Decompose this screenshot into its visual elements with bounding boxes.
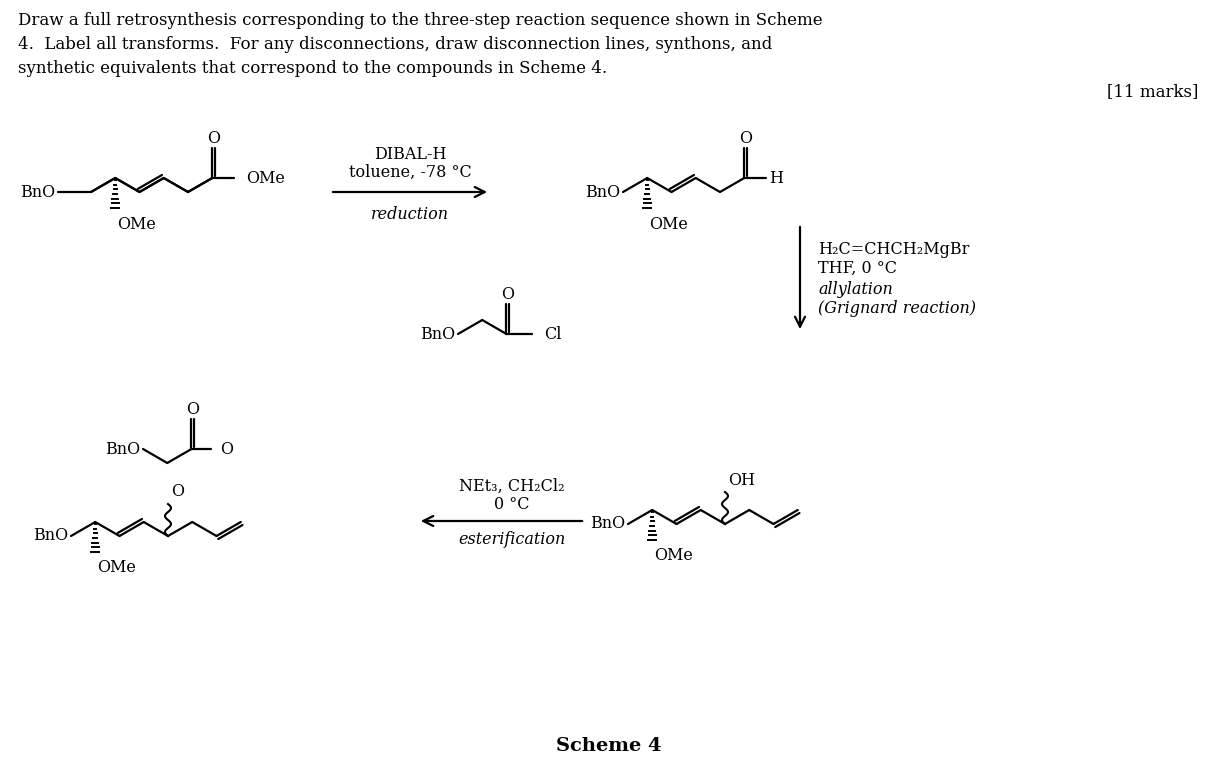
Text: OMe: OMe — [246, 170, 285, 186]
Text: allylation: allylation — [818, 280, 893, 297]
Text: H: H — [770, 170, 783, 186]
Text: O: O — [207, 130, 219, 147]
Text: BnO: BnO — [585, 183, 620, 200]
Text: BnO: BnO — [105, 441, 140, 458]
Text: THF, 0 °C: THF, 0 °C — [818, 260, 896, 277]
Text: BnO: BnO — [33, 527, 68, 545]
Text: Cl: Cl — [544, 325, 561, 342]
Text: NEt₃, CH₂Cl₂: NEt₃, CH₂Cl₂ — [459, 478, 564, 494]
Text: BnO: BnO — [590, 516, 625, 533]
Text: Draw a full retrosynthesis corresponding to the three-step reaction sequence sho: Draw a full retrosynthesis corresponding… — [18, 12, 822, 77]
Text: H₂C=CHCH₂MgBr: H₂C=CHCH₂MgBr — [818, 241, 970, 257]
Text: [11 marks]: [11 marks] — [1107, 83, 1199, 101]
Text: DIBAL-H: DIBAL-H — [374, 145, 446, 163]
Text: esterification: esterification — [458, 530, 565, 548]
Text: O: O — [220, 441, 234, 458]
Text: reduction: reduction — [371, 206, 449, 222]
Text: O: O — [186, 400, 199, 417]
Text: (Grignard reaction): (Grignard reaction) — [818, 299, 976, 316]
Text: toluene, -78 °C: toluene, -78 °C — [348, 163, 471, 180]
Text: BnO: BnO — [19, 183, 55, 200]
Text: OMe: OMe — [117, 215, 156, 232]
Text: OMe: OMe — [649, 215, 688, 232]
Text: OMe: OMe — [654, 548, 693, 565]
Text: 0 °C: 0 °C — [493, 496, 530, 513]
Text: O: O — [739, 130, 752, 147]
Text: BnO: BnO — [420, 325, 456, 342]
Text: O: O — [501, 286, 514, 303]
Text: OH: OH — [728, 471, 755, 488]
Text: Scheme 4: Scheme 4 — [557, 737, 661, 755]
Text: OMe: OMe — [97, 559, 136, 577]
Text: O: O — [171, 483, 184, 500]
